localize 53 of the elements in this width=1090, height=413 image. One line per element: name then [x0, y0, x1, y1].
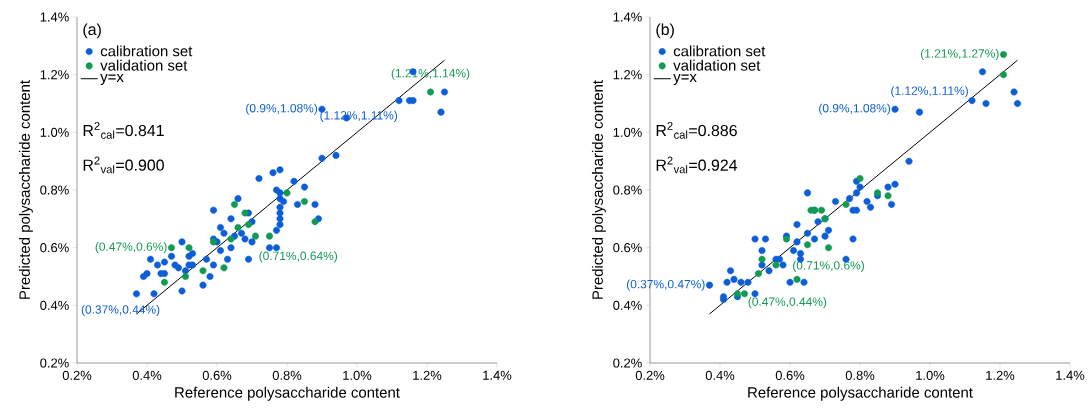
legend-label: validation set [100, 59, 188, 71]
y-tick-label: 1.0% [40, 127, 69, 137]
x-tick-label: 0.4% [705, 370, 735, 380]
y-tick-label: 0.8% [40, 185, 69, 195]
annotation: (b) [656, 23, 674, 39]
x-tick-label: 1.4% [1056, 370, 1085, 380]
legend-label: calibration set [100, 45, 193, 57]
y-tick-label: 0.2% [40, 358, 69, 368]
x-tick-label: 1.0% [343, 370, 372, 380]
x-tick-label: 0.4% [132, 370, 162, 380]
annotation: R$^{2}$$_{val}$=0.924 [656, 156, 738, 174]
annotation: R$^{2}$$_{cal}$=0.886 [656, 121, 737, 139]
annotation: (0.9%,1.08%) [819, 103, 891, 115]
y-tick-label: 1.2% [40, 70, 69, 80]
annotation: (a) [83, 23, 101, 39]
x-tick-label: 0.6% [775, 370, 805, 380]
x-axis-title: Reference polysaccharide content [175, 386, 400, 401]
y-tick-label: 0.8% [613, 185, 642, 195]
x-tick-label: 0.2% [635, 370, 665, 380]
legend-label: y=x [673, 74, 697, 86]
annotation: R$^{2}$$_{cal}$=0.841 [83, 121, 164, 139]
y-tick-label: 0.2% [613, 358, 642, 368]
x-axis-title: Reference polysaccharide content [748, 386, 973, 401]
x-tick-label: 1.2% [986, 370, 1015, 380]
y-tick-label: 0.4% [40, 300, 69, 310]
x-tick-label: 1.4% [483, 370, 512, 380]
y-tick-label: 1.4% [40, 12, 69, 22]
x-tick-label: 0.8% [272, 370, 302, 380]
x-tick-label: 1.0% [916, 370, 945, 380]
annotation: (0.47%,0.44%) [748, 297, 827, 309]
y-axis-title: Predicted polysaccharide content [591, 80, 606, 299]
y-tick-label: 1.2% [613, 70, 642, 80]
annotation: (0.71%,0.64%) [259, 251, 338, 263]
y-tick-label: 0.6% [613, 243, 642, 253]
x-tick-label: 0.6% [202, 370, 232, 380]
y-tick-label: 0.4% [613, 300, 642, 310]
annotation: (1.21%,1.27%) [920, 48, 999, 61]
annotation: (0.47%,0.6%) [95, 242, 167, 254]
annotation: (0.37%,0.47%) [626, 279, 705, 291]
annotation: R$^{2}$$_{val}$=0.900 [83, 156, 164, 174]
y-tick-label: 0.6% [40, 243, 69, 253]
x-tick-label: 0.8% [845, 370, 875, 380]
legend-label: validation set [673, 59, 761, 71]
x-tick-label: 1.2% [413, 370, 442, 380]
legend-label: y=x [100, 74, 124, 86]
y-axis-title: Predicted polysaccharide content [18, 80, 33, 299]
annotation: (0.9%,1.08%) [246, 103, 318, 115]
annotation: (1.12%,1.11%) [891, 86, 968, 98]
legend-label: calibration set [673, 45, 766, 57]
x-tick-label: 0.2% [62, 370, 92, 380]
y-tick-label: 1.4% [613, 12, 642, 22]
annotation: (0.71%,0.6%) [793, 260, 864, 272]
y-tick-label: 1.0% [613, 127, 642, 137]
